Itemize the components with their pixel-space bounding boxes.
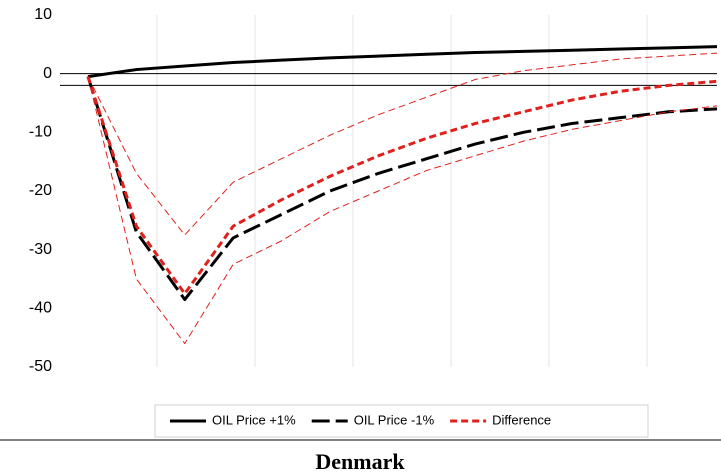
legend-label: OIL Price -1% — [354, 412, 435, 427]
y-tick-label: 0 — [43, 65, 52, 82]
y-tick-label: -50 — [29, 358, 52, 375]
legend-label: Difference — [492, 412, 551, 427]
y-tick-label: -30 — [29, 241, 52, 258]
vertical-grid — [156, 15, 648, 367]
y-tick-label: -20 — [29, 182, 52, 199]
legend-label: OIL Price +1% — [212, 412, 296, 427]
y-tick-label: -40 — [29, 300, 52, 317]
series-line — [86, 76, 718, 302]
series-line — [87, 52, 718, 236]
legend-box — [154, 404, 649, 438]
y-tick-label: 10 — [34, 6, 52, 23]
caption: Denmark — [315, 449, 405, 474]
y-tick-label: -10 — [29, 124, 52, 141]
series-line — [87, 45, 718, 79]
series-line — [86, 76, 718, 296]
